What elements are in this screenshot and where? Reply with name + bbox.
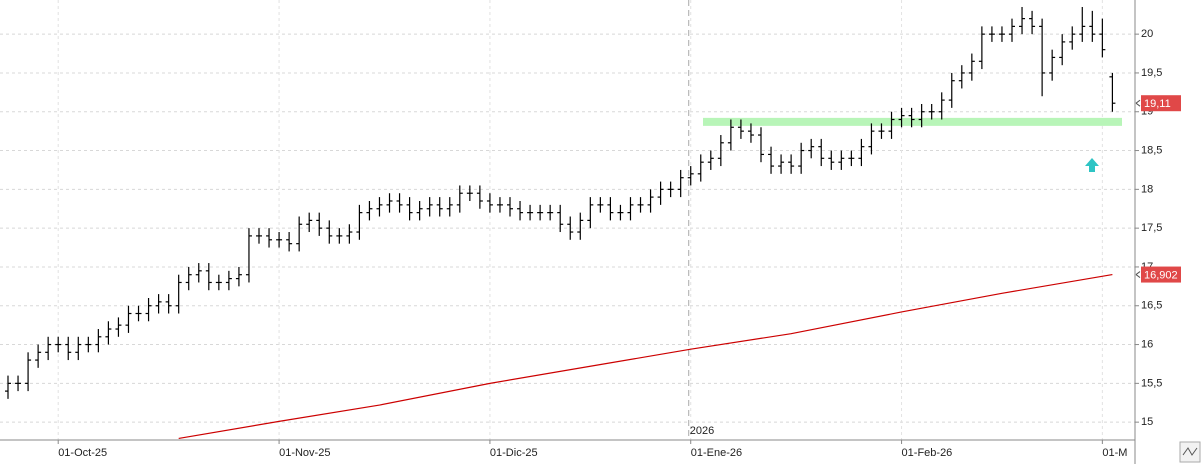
y-tick-label: 15,5 [1141,377,1162,389]
x-tick-label: 01-Feb-26 [902,447,953,459]
x-tick-label: 01-Dic-25 [490,447,538,459]
grid-layer [0,0,1135,440]
x-tick-label: 01-Nov-25 [279,447,330,459]
plot-layer [5,6,1122,440]
y-tick-label: 18,5 [1141,144,1162,156]
year-label: 2026 [690,425,714,437]
y-tick-label: 20,5 [1141,0,1162,1]
x-tick-label: 01-M [1102,447,1127,459]
axis-layer: 1515,51616,51717,51818,51919,52020,501-O… [57,0,1181,459]
y-tick-label: 16,5 [1141,300,1162,312]
moving-average [178,273,1113,440]
y-tick-label: 15 [1141,416,1153,428]
price-pointer [1135,271,1141,278]
buy-arrow [1085,158,1099,172]
price-badge-label: 16,902 [1144,269,1178,281]
y-tick-label: 18 [1141,183,1153,195]
y-tick-label: 19,5 [1141,67,1162,79]
price-badge [1141,95,1181,112]
corner-icon [1182,447,1198,456]
price-badge [1141,266,1181,283]
x-tick-label: 01-Ene-26 [691,447,742,459]
x-tick-label: 01-Oct-25 [58,447,107,459]
y-tick-label: 17,5 [1141,222,1162,234]
y-tick-label: 16 [1141,338,1153,350]
price-pointer [1135,99,1141,107]
y-tick-label: 20 [1141,28,1153,40]
price-badge-label: 19,11 [1144,98,1171,110]
